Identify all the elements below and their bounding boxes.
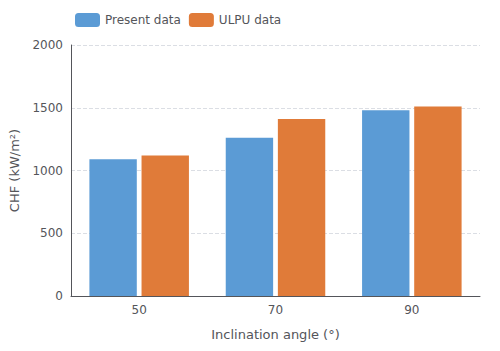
- svg-text:Present data: Present data: [105, 13, 181, 27]
- svg-text:50: 50: [132, 303, 147, 317]
- svg-text:70: 70: [268, 303, 283, 317]
- svg-text:2000: 2000: [32, 38, 63, 52]
- svg-text:Inclination angle (°): Inclination angle (°): [211, 327, 340, 342]
- svg-text:1500: 1500: [32, 101, 63, 115]
- svg-text:0: 0: [55, 289, 63, 303]
- svg-text:CHF (kW/m²): CHF (kW/m²): [7, 129, 22, 212]
- svg-text:500: 500: [40, 226, 63, 240]
- svg-text:1000: 1000: [32, 164, 63, 178]
- svg-text:90: 90: [404, 303, 419, 317]
- svg-text:ULPU data: ULPU data: [219, 13, 281, 27]
